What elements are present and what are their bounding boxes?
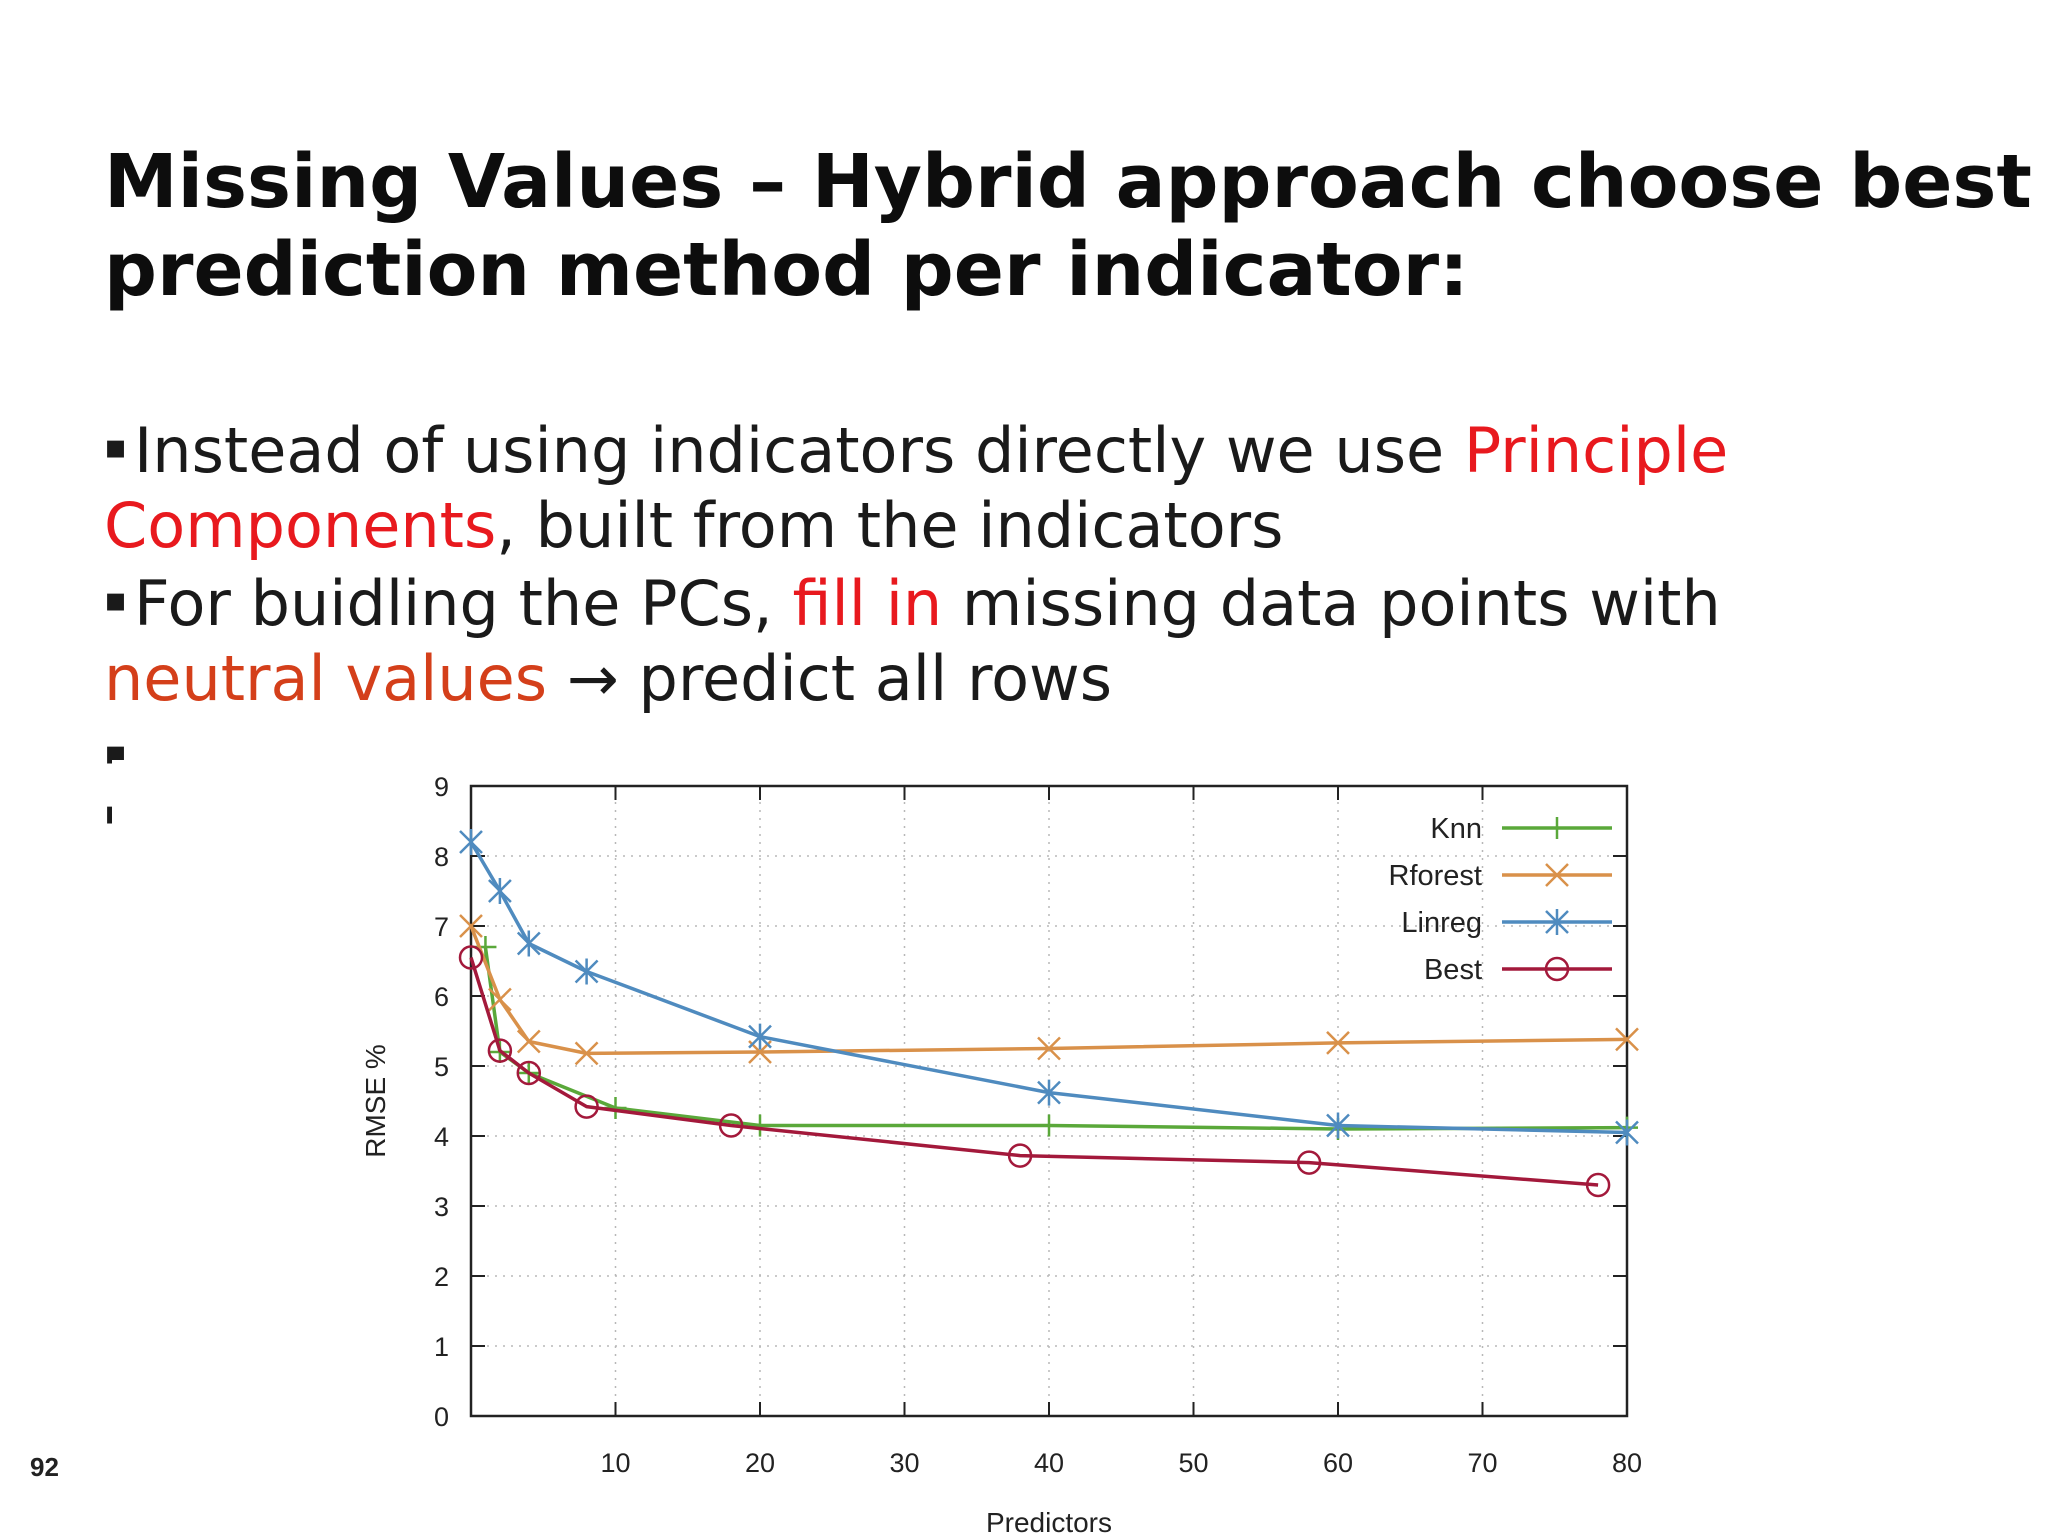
legend-marker-best <box>1544 956 1570 982</box>
bullet-2-text-2: missing data points with <box>942 567 1721 640</box>
linreg-point <box>574 958 599 985</box>
linreg-point <box>459 829 483 855</box>
linreg-point <box>516 930 541 957</box>
bullet-1-text: Instead of using indicators directly we … <box>134 414 1464 487</box>
rforest-point <box>1615 1027 1639 1052</box>
legend: Knn Rforest Linreg Best <box>1389 813 1612 986</box>
bullet-marker: ▪ <box>104 427 128 467</box>
series-linreg <box>459 829 1639 1146</box>
x-tick-label: 30 <box>889 1448 919 1478</box>
plot-background <box>112 760 1682 1536</box>
best-point <box>718 1113 744 1138</box>
x-tick-label: 80 <box>1612 1448 1642 1478</box>
linreg-point <box>1326 1112 1350 1139</box>
rforest-line <box>469 925 1628 1056</box>
y-tick-label: 6 <box>434 982 449 1012</box>
y-tick-label: 3 <box>434 1192 449 1222</box>
y-tick-label: 1 <box>434 1332 449 1362</box>
legend-marker-knn <box>1546 817 1568 839</box>
rforest-point <box>574 1041 599 1066</box>
y-tick-label: 7 <box>434 912 449 942</box>
rforest-point <box>1037 1036 1061 1061</box>
rforest-point <box>488 987 512 1012</box>
bullet-2-text-3: → predict all rows <box>547 642 1113 715</box>
best-point <box>1585 1172 1611 1198</box>
legend-label-best: Best <box>1424 954 1482 986</box>
bullet-1-highlight: Principle <box>1463 414 1729 487</box>
knn-point <box>1038 1114 1060 1137</box>
x-tick-label: 20 <box>745 1448 775 1478</box>
bullet-2-highlight-2: neutral values <box>104 642 548 715</box>
y-axis-label: RMSE % <box>360 1044 391 1158</box>
rforest-point <box>459 914 483 938</box>
bullet-1-highlight-2: Components <box>104 489 497 562</box>
legend-item-best: Best <box>1424 954 1612 986</box>
y-tick-label: 9 <box>434 772 449 802</box>
knn-point <box>749 1114 771 1137</box>
series-layer <box>458 829 1639 1198</box>
title-line-2: prediction method per indicator: <box>104 227 1469 313</box>
y-tick-label: 4 <box>434 1122 449 1152</box>
bullet-2-line-2: neutral values → predict all rows <box>104 641 1954 716</box>
legend-item-knn: Knn <box>1430 813 1612 845</box>
bullet-1-text-2: , built from the indicators <box>496 489 1284 562</box>
legend-label-linreg: Linreg <box>1401 907 1482 939</box>
y-tick-label: 8 <box>434 842 449 872</box>
x-axis-label: Predictors <box>986 1507 1112 1536</box>
linreg-line <box>469 841 1628 1135</box>
legend-item-rforest: Rforest <box>1389 860 1612 892</box>
bullet-list: ▪ Instead of using indicators directly we… <box>104 410 1954 836</box>
bullet-marker: ▪ <box>104 580 128 620</box>
legend-marker-rforest <box>1545 863 1569 887</box>
x-tick-label: 10 <box>600 1448 630 1478</box>
best-point <box>487 1038 513 1063</box>
best-point <box>574 1094 599 1119</box>
best-point <box>1007 1143 1033 1168</box>
linreg-point <box>748 1023 772 1050</box>
linreg-point <box>1037 1079 1061 1106</box>
x-tick-label: 50 <box>1178 1448 1208 1478</box>
bullet-2-line-1: ▪ For buidling the PCs, fill in missing d… <box>104 563 1954 641</box>
y-tick-label: 2 <box>434 1262 449 1292</box>
y-tick-label: 0 <box>434 1402 449 1432</box>
bullet-2-highlight: fill in <box>792 567 943 640</box>
linreg-point <box>488 878 512 904</box>
rforest-point <box>516 1029 541 1054</box>
best-line <box>469 956 1599 1187</box>
page-number: 92 <box>30 1452 59 1482</box>
best-point <box>1296 1150 1322 1175</box>
legend-label-rforest: Rforest <box>1389 860 1482 892</box>
legend-marker-linreg <box>1545 909 1569 935</box>
x-tick-label: 40 <box>1034 1448 1064 1478</box>
bullet-1-line-1: ▪ Instead of using indicators directly we… <box>104 410 1954 488</box>
x-tick-label: 60 <box>1323 1448 1353 1478</box>
legend-label-knn: Knn <box>1430 813 1482 845</box>
best-point <box>458 945 484 970</box>
bullet-1-line-2: Components, built from the indicators <box>104 488 1954 563</box>
legend-item-linreg: Linreg <box>1401 907 1612 939</box>
rforest-point <box>1326 1031 1350 1055</box>
best-point <box>516 1060 542 1086</box>
title-line-1: Missing Values – Hybrid approach choose … <box>104 139 2032 225</box>
linreg-point <box>1615 1119 1639 1146</box>
bullet-2-text: For buidling the PCs, <box>134 567 793 640</box>
x-tick-label: 70 <box>1467 1448 1497 1478</box>
slide-title: Missing Values – Hybrid approach choose … <box>104 138 2032 314</box>
series-best <box>458 945 1611 1198</box>
y-tick-label: 5 <box>434 1052 449 1082</box>
